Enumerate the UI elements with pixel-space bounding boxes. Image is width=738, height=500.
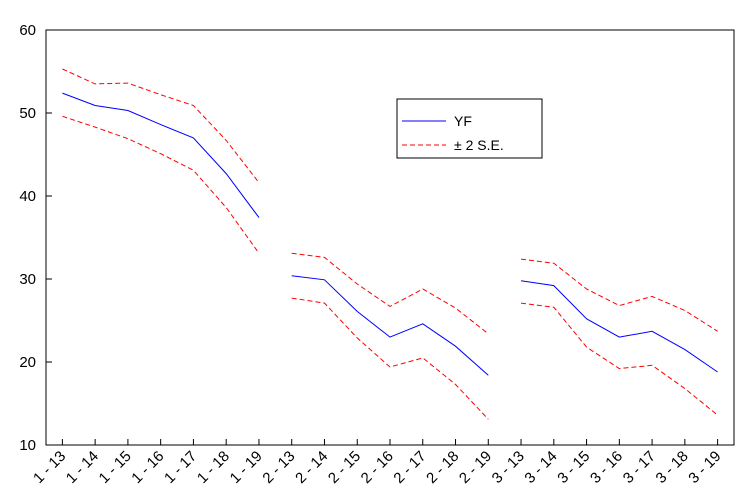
x-tick-label: 3 - 14 <box>521 448 560 487</box>
x-tick-label: 3 - 16 <box>587 448 626 487</box>
series-se-lower-panel-3 <box>520 302 718 416</box>
y-tick-label: 40 <box>19 188 36 205</box>
x-tick-label: 2 - 15 <box>325 448 364 487</box>
series-yf-panel-3 <box>520 280 718 373</box>
y-tick-label: 60 <box>19 22 36 39</box>
y-tick-label: 20 <box>19 354 36 371</box>
legend: YF ± 2 S.E. <box>396 98 543 159</box>
x-tick-label: 1 - 15 <box>96 448 135 487</box>
x-tick-label: 2 - 18 <box>423 448 462 487</box>
x-tick-label: 2 - 16 <box>358 448 397 487</box>
x-tick-label: 1 - 19 <box>227 448 266 487</box>
x-tick-label: 1 - 18 <box>194 448 233 487</box>
x-tick-label: 3 - 18 <box>653 448 692 487</box>
x-axis: 1 - 131 - 141 - 151 - 161 - 171 - 181 - … <box>30 439 724 487</box>
x-tick-label: 2 - 17 <box>390 448 429 487</box>
series-yf-panel-1 <box>62 92 260 218</box>
x-tick-label: 2 - 19 <box>456 448 495 487</box>
x-tick-label: 2 - 14 <box>292 448 331 487</box>
series-se-lower-panel-1 <box>62 115 260 254</box>
x-tick-label: 3 - 13 <box>489 448 528 487</box>
x-tick-label: 3 - 15 <box>554 448 593 487</box>
series-se-lower-panel-2 <box>291 297 489 420</box>
x-tick-label: 3 - 19 <box>685 448 724 487</box>
x-tick-label: 1 - 16 <box>128 448 167 487</box>
x-tick-label: 2 - 13 <box>259 448 298 487</box>
legend-label-yf: YF <box>454 113 472 129</box>
series-se-upper-panel-1 <box>62 68 260 184</box>
x-tick-label: 1 - 17 <box>161 448 200 487</box>
y-tick-label: 30 <box>19 271 36 288</box>
legend-label-se: ± 2 S.E. <box>454 137 504 153</box>
series-se-upper-panel-2 <box>291 252 489 335</box>
x-tick-label: 3 - 17 <box>620 448 659 487</box>
series-yf-panel-2 <box>291 275 489 376</box>
y-tick-label: 50 <box>19 105 36 122</box>
y-axis: 10 20 30 40 50 60 <box>19 22 52 454</box>
x-tick-label: 1 - 14 <box>63 448 102 487</box>
series-se-upper-panel-3 <box>520 258 718 332</box>
legend-box <box>396 98 543 159</box>
y-tick-label: 10 <box>19 437 36 454</box>
plot-frame <box>45 29 735 446</box>
series-layer <box>62 68 718 420</box>
